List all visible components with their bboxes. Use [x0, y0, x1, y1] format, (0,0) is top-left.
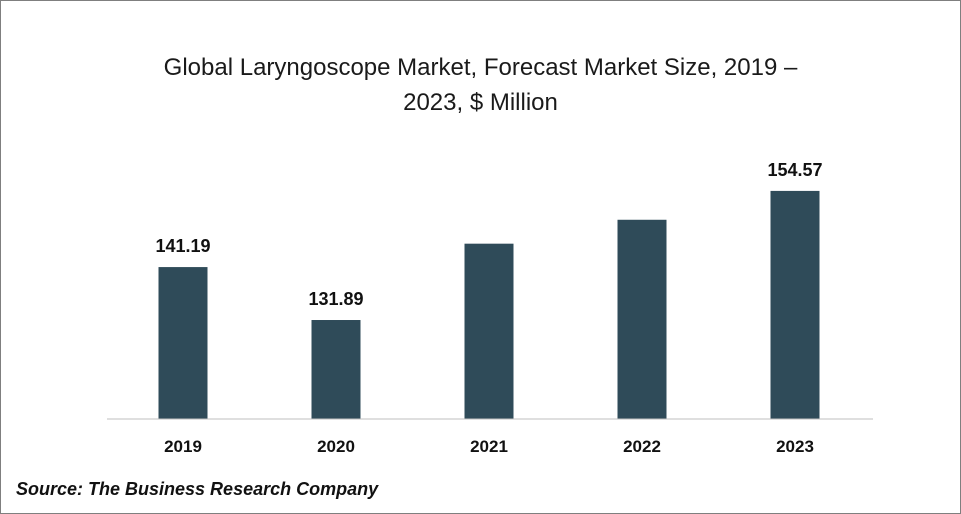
- chart-title-line-2: 2023, $ Million: [403, 89, 558, 116]
- bar-2022: [617, 219, 667, 419]
- bar-2019: [158, 267, 208, 419]
- data-label-2023: 154.57: [767, 160, 822, 180]
- x-tick-label-2019: 2019: [164, 437, 202, 456]
- bar-2021: [464, 243, 514, 419]
- data-label-2020: 131.89: [308, 289, 363, 309]
- x-tick-labels: 2019 2020 2021 2022 2023: [164, 437, 814, 456]
- bar-2023: [770, 190, 820, 419]
- source-note: Source: The Business Research Company: [16, 479, 379, 499]
- data-label-2019: 141.19: [155, 236, 210, 256]
- x-tick-label-2020: 2020: [317, 437, 355, 456]
- labels-layer: 141.19 131.89 154.57: [155, 160, 822, 309]
- bar-2020: [311, 320, 361, 419]
- x-tick-label-2022: 2022: [623, 437, 661, 456]
- bars-layer: [158, 190, 820, 419]
- x-tick-label-2021: 2021: [470, 437, 508, 456]
- chart-title: Global Laryngoscope Market, Forecast Mar…: [0, 50, 961, 120]
- chart-title-line-1: Global Laryngoscope Market, Forecast Mar…: [163, 54, 798, 81]
- x-tick-label-2023: 2023: [776, 437, 814, 456]
